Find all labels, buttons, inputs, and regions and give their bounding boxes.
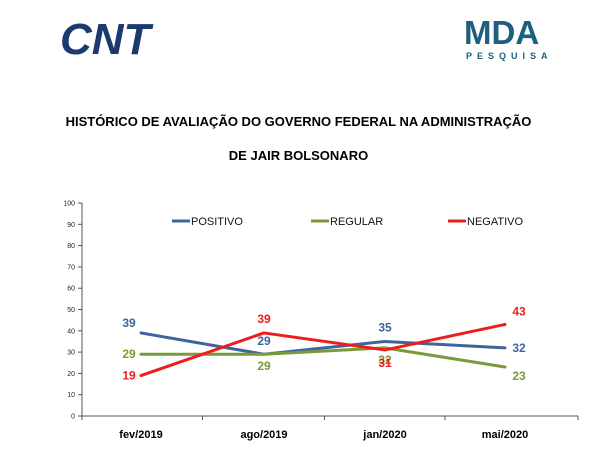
data-label-positivo: 39 <box>122 316 136 330</box>
mda-logo-subtext: PESQUISA <box>466 51 553 61</box>
y-tick-label: 70 <box>67 264 75 271</box>
chart-title-line-1: HISTÓRICO DE AVALIAÇÃO DO GOVERNO FEDERA… <box>65 114 532 129</box>
data-label-negativo: 31 <box>378 356 392 370</box>
x-category-label: fev/2019 <box>119 429 162 441</box>
legend-label-negativo: NEGATIVO <box>467 216 523 228</box>
cnt-logo-text: CNT <box>60 15 154 62</box>
y-tick-label: 0 <box>71 414 75 421</box>
x-category-label: ago/2019 <box>240 429 287 441</box>
data-label-regular: 23 <box>512 369 526 383</box>
series-line-negativo <box>139 322 507 378</box>
data-label-negativo: 43 <box>512 304 526 318</box>
cnt-logo: CNT <box>60 15 154 62</box>
mda-logo-text: MDA <box>464 14 539 51</box>
y-tick-label: 60 <box>67 286 75 293</box>
data-label-positivo: 35 <box>378 320 392 334</box>
y-tick-label: 50 <box>67 307 75 314</box>
y-tick-label: 40 <box>67 328 75 335</box>
y-tick-label: 30 <box>67 350 75 357</box>
legend-label-positivo: POSITIVO <box>191 216 243 228</box>
chart-title-line-2: DE JAIR BOLSONARO <box>228 148 369 163</box>
y-tick-label: 80 <box>67 243 75 250</box>
data-label-negativo: 19 <box>122 369 136 383</box>
data-label-regular: 29 <box>122 347 136 361</box>
y-tick-label: 20 <box>67 371 75 378</box>
data-label-regular: 29 <box>257 359 271 373</box>
y-tick-label: 90 <box>67 222 75 229</box>
data-label-regular: 32 <box>378 353 392 367</box>
data-label-positivo: 32 <box>512 341 526 355</box>
legend-label-regular: REGULAR <box>330 216 383 228</box>
x-category-label: mai/2020 <box>482 429 528 441</box>
mda-logo: MDA PESQUISA <box>464 14 553 61</box>
series-line-positivo <box>139 331 507 356</box>
data-label-negativo: 39 <box>257 312 271 326</box>
y-tick-label: 100 <box>63 201 75 208</box>
data-label-positivo: 29 <box>257 334 271 348</box>
y-tick-label: 10 <box>67 392 75 399</box>
x-category-label: jan/2020 <box>362 429 406 441</box>
